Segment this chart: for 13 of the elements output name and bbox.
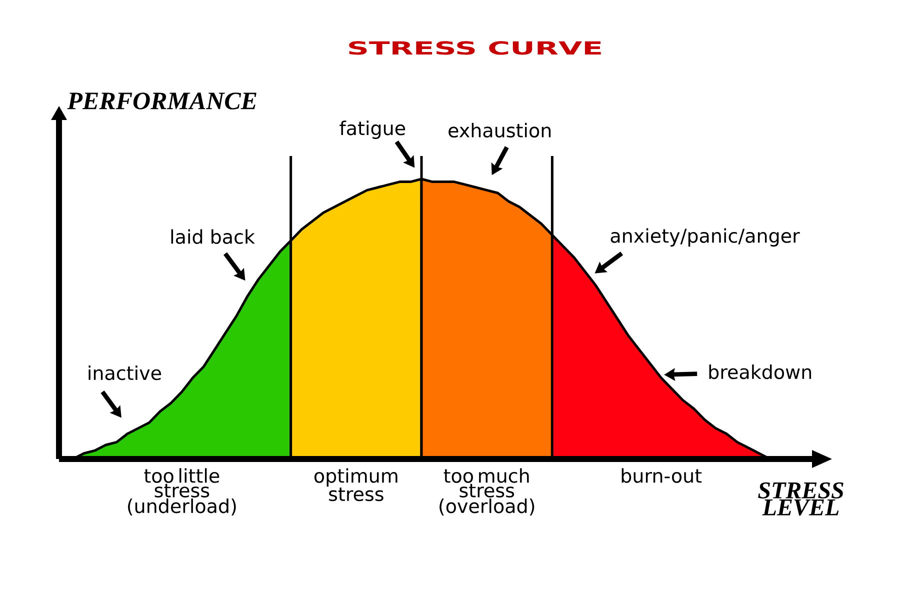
annotation: anxiety/panic/anger bbox=[610, 228, 800, 247]
series-label: optimum stress bbox=[314, 468, 398, 502]
annotation: inactive bbox=[88, 365, 162, 380]
annotation: laid back bbox=[171, 229, 255, 244]
annotation: breakdown bbox=[709, 364, 812, 380]
series-label: too little stress (underload) bbox=[128, 468, 236, 516]
series-label: too much stress (overload) bbox=[440, 468, 534, 516]
text: fatigue bbox=[340, 120, 406, 139]
x-axis-title: STRESS LEVEL bbox=[758, 482, 844, 516]
y-axis-title: PERFORMANCE bbox=[67, 92, 256, 110]
chart-title: STRESS CURVE bbox=[349, 41, 601, 55]
series-label: burn-out bbox=[622, 468, 702, 483]
text: exhaustion bbox=[448, 122, 551, 138]
